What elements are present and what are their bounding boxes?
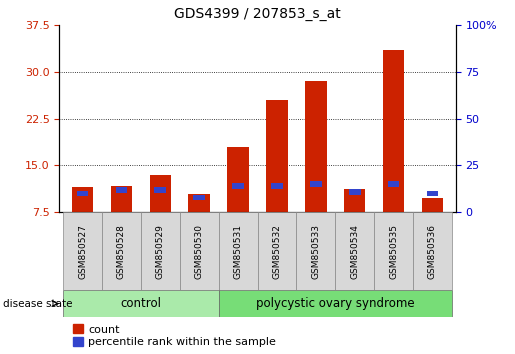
Text: control: control [121,297,161,310]
Bar [72,187,93,212]
Bar [188,194,210,212]
Text: GSM850532: GSM850532 [272,224,281,279]
Text: GSM850529: GSM850529 [156,224,165,279]
Text: GSM850533: GSM850533 [311,224,320,279]
Bar [180,212,219,290]
Legend: count, percentile rank within the sample: count, percentile rank within the sample [73,324,276,347]
Bar [219,290,452,317]
Text: GSM850530: GSM850530 [195,224,204,279]
Bar [383,50,404,212]
Bar [154,187,166,193]
Bar [63,212,102,290]
Text: GSM850531: GSM850531 [234,224,243,279]
Text: disease state: disease state [3,299,72,309]
Bar [413,212,452,290]
Bar [271,183,283,189]
Text: GSM850535: GSM850535 [389,224,398,279]
Bar [349,189,360,195]
Bar [219,212,258,290]
Bar [388,182,400,187]
Bar [296,212,335,290]
Title: GDS4399 / 207853_s_at: GDS4399 / 207853_s_at [174,7,341,21]
Bar [77,191,89,196]
Bar [63,290,219,317]
Text: GSM850534: GSM850534 [350,224,359,279]
Bar [115,187,127,193]
Bar [150,175,171,212]
Bar [232,183,244,189]
Bar [426,191,438,196]
Bar [111,185,132,212]
Bar [227,147,249,212]
Text: GSM850528: GSM850528 [117,224,126,279]
Text: polycystic ovary syndrome: polycystic ovary syndrome [256,297,415,310]
Bar [102,212,141,290]
Bar [141,212,180,290]
Bar [310,182,322,187]
Bar [266,100,288,212]
Bar [305,81,327,212]
Bar [422,198,443,212]
Bar [258,212,296,290]
Bar [344,189,365,212]
Text: GSM850536: GSM850536 [428,224,437,279]
Text: GSM850527: GSM850527 [78,224,87,279]
Bar [374,212,413,290]
Bar [335,212,374,290]
Bar [193,195,205,200]
